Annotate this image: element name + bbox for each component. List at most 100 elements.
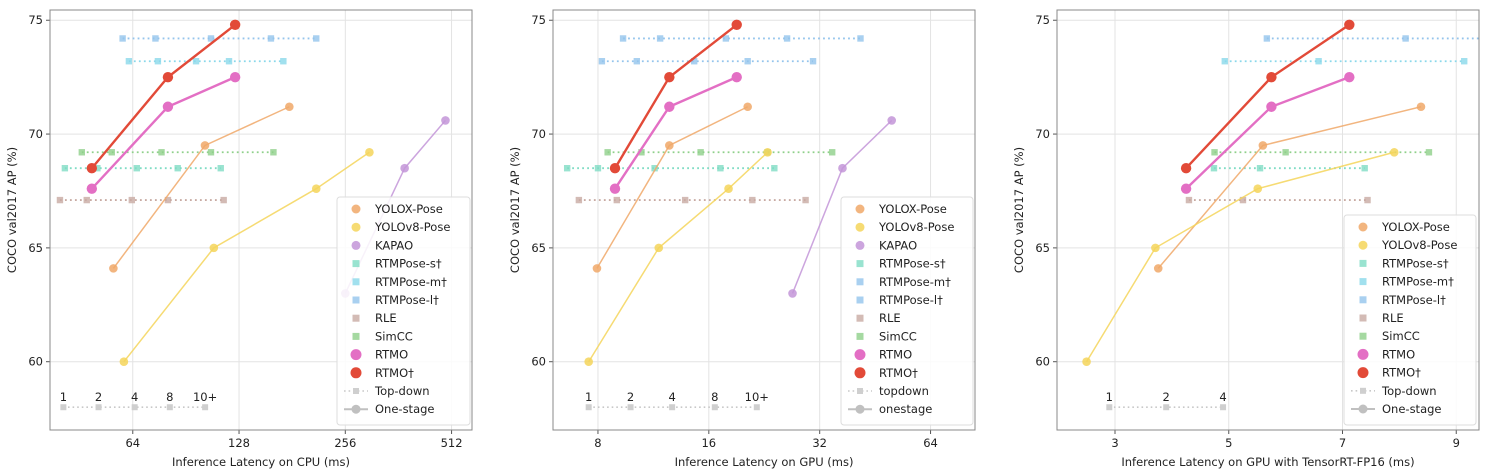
data-point [1266,101,1277,112]
data-point [1180,183,1192,194]
plot-area: 1 2 4 8 10+ [56,19,450,411]
data-point [1185,196,1193,204]
legend-label: SimCC [375,329,413,343]
data-point [83,196,90,204]
data-point [664,71,675,83]
series-yolov8-pose [119,147,374,367]
legend-item-rtmo: RTMO [1357,347,1415,361]
legend-marker [855,204,865,214]
legend-marker [352,314,360,322]
data-point [1402,35,1409,42]
legend-marker [351,404,361,414]
legend-marker [855,222,865,232]
data-point [887,116,897,125]
data-point [1315,58,1322,65]
data-point [1180,163,1192,174]
legend-item-simcc: SimCC [856,329,917,343]
data-point [1256,165,1264,172]
data-point [154,58,162,65]
legend-label: RTMPose-l† [375,293,439,307]
legend-marker [1357,367,1369,379]
legend-label: RTMO† [879,366,918,380]
legend-label: KAPAO [879,238,917,252]
legend-label: YOLOv8-Pose [878,220,954,234]
data-point [1425,149,1433,156]
legend-item-rtmo: RTMO [350,348,408,362]
legend-marker [352,278,360,286]
series-yolov8-pose [1082,147,1399,367]
data-point [1266,71,1277,83]
legend-box [840,196,974,426]
legend-item-rle: RLE [352,311,397,325]
y-tick-label: 75 [531,13,546,27]
legend-label: RLE [375,311,397,325]
legend-marker [855,240,865,250]
y-tick-label: 60 [28,355,43,369]
data-point [86,183,98,194]
series-rtmpose-l-dagger [1263,35,1479,42]
legend-label: RTMPose-s† [879,257,946,271]
series-rtmo-dagger [1180,19,1355,174]
y-axis-label: COCO val2017 AP (%) [5,147,19,273]
legend-label: topdown [879,384,929,398]
legend-item-rtmo-dagger: RTMO† [1357,366,1421,380]
legend-label: RTMPose-m† [879,275,951,289]
plot-frame [49,9,473,431]
y-tick-label: 75 [1035,13,1050,27]
plot-frame [552,9,976,431]
data-point [158,149,165,156]
legend-marker [352,260,360,268]
data-point [575,196,583,204]
series-rtmpose-m-dagger [125,58,287,65]
legend-label: YOLOX-Pose [374,202,443,216]
data-point [152,35,159,42]
legend-marker [1358,404,1368,414]
legend-item-rtmpose-l-dagger: RTMPose-l† [856,293,943,307]
legend: YOLOX-Pose YOLOv8-Pose RTMPose-s† RTMPose-m… [1343,214,1477,426]
legend-label: RTMPose-m† [375,275,447,289]
data-point [162,71,174,83]
data-point [217,165,224,172]
legend-marker [1360,387,1366,394]
legend-marker [1359,314,1367,322]
x-tick-label: 16 [701,436,716,450]
data-point [164,196,172,204]
y-tick-label: 65 [28,241,43,255]
data-point [598,58,606,65]
data-point [125,58,133,65]
legend-label: KAPAO [375,238,413,252]
topdown-indicator-label: 2 [1163,390,1170,404]
legend-item-yolov8-pose: YOLOv8-Pose [1358,238,1457,252]
data-point [1344,71,1355,83]
data-point [285,102,294,112]
series-rtmpose-l-dagger [619,35,864,42]
legend-marker [1359,278,1367,286]
y-axis-label: COCO val2017 AP (%) [1012,147,1026,273]
legend-marker [1359,296,1367,304]
data-point [220,196,227,204]
legend-item-kapao: KAPAO [351,238,413,252]
y-tick-label: 70 [531,127,546,141]
legend-box [336,196,471,426]
series-rle [575,196,809,204]
data-point [229,19,241,30]
legend-item-one-stage: One-stage [1351,402,1442,416]
data-point [664,101,675,112]
data-point [771,165,778,172]
data-point [200,141,210,150]
series-rtmpose-m-dagger [1221,58,1468,65]
data-point [313,35,320,42]
legend-label: RTMPose-s† [375,257,442,271]
x-axis-label: Inference Latency on GPU (ms) [675,455,854,469]
x-tick-label: 512 [441,436,463,450]
series-line [614,76,738,190]
data-point [592,264,602,273]
data-point [656,35,664,42]
data-point [109,264,118,273]
legend-label: YOLOX-Pose [1381,220,1450,234]
legend-marker [352,332,360,340]
series-rtmpose-s-dagger [563,165,778,172]
legend-item-rtmpose-m-dagger: RTMPose-m† [856,275,951,289]
legend-item-rtmo-dagger: RTMO† [350,366,414,380]
legend-label: Top-down [374,384,430,398]
